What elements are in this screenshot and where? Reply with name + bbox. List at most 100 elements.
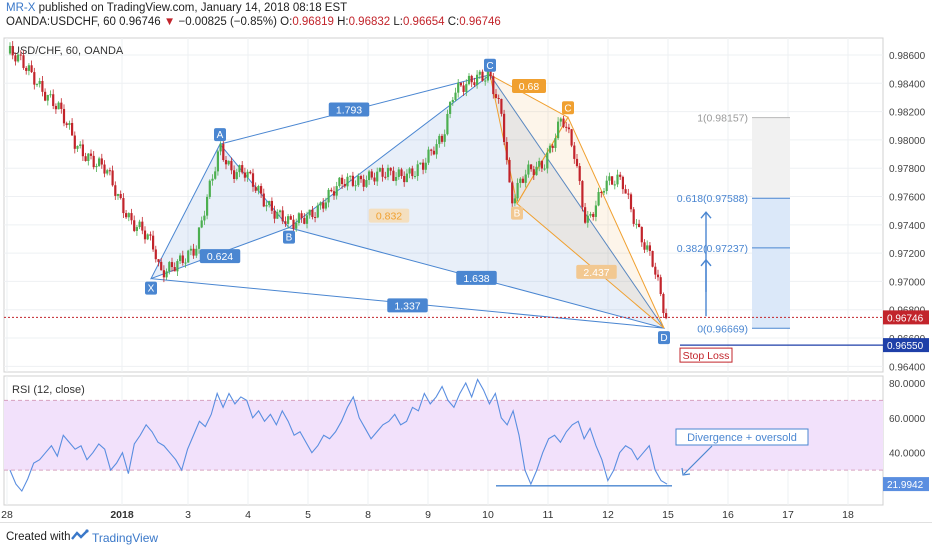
candle-body [327, 189, 330, 203]
candle-body [46, 95, 49, 101]
candle-body [162, 270, 165, 278]
pattern-point-label: C [564, 103, 571, 114]
candle-body [152, 235, 155, 250]
rsi-value-label: 21.9942 [887, 480, 924, 491]
candle-body [354, 185, 357, 187]
candle-body [368, 171, 371, 181]
published-text: published on TradingView.com, January 14… [38, 2, 348, 14]
candle-body [246, 171, 249, 178]
candle-body [19, 54, 22, 56]
x-tick-label: 28 [1, 509, 13, 521]
candle-body [278, 210, 282, 213]
candle-body [311, 209, 314, 217]
candle-body [119, 194, 122, 199]
candle-body [548, 145, 552, 153]
candle-body [295, 222, 298, 229]
ratio-label: 1.337 [394, 300, 420, 312]
candle-body [600, 192, 603, 194]
candle-body [111, 170, 114, 186]
high-label: H: [337, 16, 349, 28]
candle-body [270, 200, 273, 211]
candle-body [95, 165, 98, 168]
candle-body [624, 189, 627, 194]
candle-body [181, 255, 184, 263]
candle-body [200, 220, 203, 228]
candle-body [265, 205, 268, 207]
candle-body [516, 182, 519, 199]
candle-body [49, 94, 52, 96]
candle-body [619, 174, 622, 177]
candle-body [551, 145, 554, 149]
tradingview-brand[interactable]: TradingView [92, 531, 159, 545]
candle-body [332, 191, 336, 196]
stop-loss-label: Stop Loss [683, 350, 730, 362]
candle-body [54, 105, 57, 110]
pattern-point-box [562, 101, 574, 115]
candle-body [179, 255, 182, 262]
candle-body [276, 212, 279, 219]
candle-body [138, 221, 141, 228]
pattern-point-box [484, 58, 496, 72]
candle-body [335, 186, 338, 196]
candle-body [654, 266, 657, 275]
candle-body [330, 189, 333, 192]
candle-body [281, 210, 284, 222]
candle-body [103, 164, 106, 174]
candle-body [35, 84, 39, 86]
candle-body [22, 55, 25, 68]
candle-body [268, 200, 271, 206]
fib-zone-upper [752, 117, 790, 199]
x-tick-label: 8 [365, 509, 371, 521]
candle-body [597, 192, 600, 206]
x-tick-label: 4 [245, 509, 251, 521]
candle-body [62, 108, 66, 124]
ratio-label: 1.638 [463, 273, 489, 285]
annotation-arrow-line [683, 445, 713, 475]
candle-body [543, 168, 546, 170]
candle-body [146, 234, 149, 240]
candle-body [249, 171, 252, 174]
candle-body [562, 118, 565, 127]
candle-body [638, 223, 641, 227]
candle-body [592, 213, 595, 217]
candle-body [481, 71, 484, 81]
candle-body [292, 219, 295, 229]
up-arrow-icon [700, 211, 712, 219]
candle-body [273, 210, 276, 219]
candle-body [241, 165, 244, 173]
candle-body [497, 97, 500, 99]
candle-body [378, 167, 381, 172]
candle-body [254, 186, 257, 191]
candle-body [262, 193, 265, 207]
candle-body [565, 126, 568, 128]
candle-body [297, 213, 300, 223]
candle-body [484, 80, 487, 82]
pattern-point-label: D [660, 333, 667, 344]
candle-body [432, 150, 435, 155]
candle-body [627, 193, 630, 195]
candle-body [92, 155, 95, 168]
y-tick-label: 0.97800 [889, 164, 926, 175]
price-change: −0.00825 (−0.85%) [178, 16, 277, 28]
candle-body [346, 176, 349, 187]
candle-body [41, 80, 44, 92]
price-pane-title: USD/CHF, 60, OANDA [12, 45, 124, 57]
candle-body [611, 176, 614, 185]
candle-body [403, 175, 406, 183]
ratio-label: 1.793 [336, 104, 362, 116]
candle-body [575, 158, 579, 167]
candle-body [189, 248, 192, 251]
candle-body [424, 162, 427, 170]
candle-body [648, 245, 651, 251]
candle-body [227, 160, 230, 165]
down-arrow-icon: ▼ [163, 16, 176, 28]
candle-body [130, 213, 133, 221]
author-link[interactable]: MR-X [6, 2, 36, 14]
x-tick-label: 3 [185, 509, 191, 521]
candle-body [413, 176, 417, 178]
chart-area[interactable]: 28 2018 3 4 5 8 9 10 11 12 15 16 17 18 0.98600 0.98400 0… [0, 30, 932, 522]
candle-body [173, 267, 176, 272]
candle-body [157, 259, 160, 262]
candle-body [505, 141, 508, 160]
y-tick-label: 0.97600 [889, 193, 926, 204]
